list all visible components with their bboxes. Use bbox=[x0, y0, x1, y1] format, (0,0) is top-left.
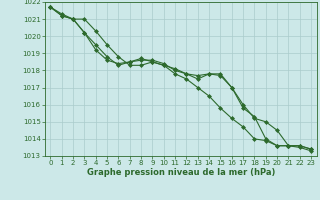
X-axis label: Graphe pression niveau de la mer (hPa): Graphe pression niveau de la mer (hPa) bbox=[87, 168, 275, 177]
